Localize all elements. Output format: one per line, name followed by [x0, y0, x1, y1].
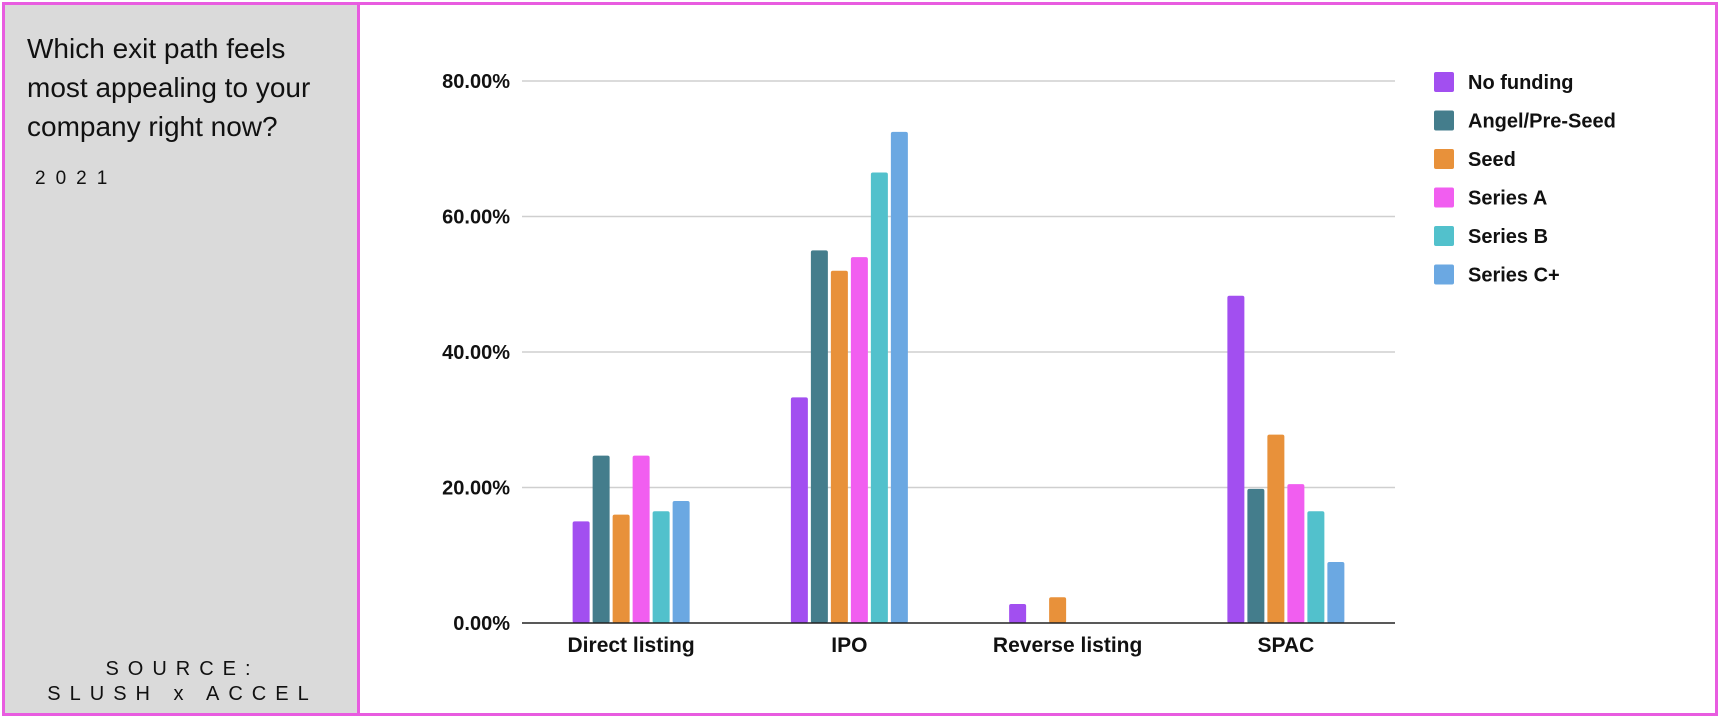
y-tick-label: 60.00%: [442, 207, 510, 229]
bar: [810, 250, 828, 623]
bars: [572, 131, 1345, 623]
bar: [1327, 562, 1345, 623]
legend-label: Series B: [1468, 226, 1548, 248]
x-axis: Direct listing IPO Reverse listing SPAC: [522, 622, 1395, 657]
bar: [1009, 604, 1027, 623]
bar: [612, 514, 630, 623]
y-tick-label: 20.00%: [442, 478, 510, 500]
legend: No funding Angel/Pre-Seed Seed Series A Seri…: [1434, 72, 1616, 287]
bar: [592, 455, 610, 623]
legend-swatch: [1434, 149, 1454, 169]
question-title: Which exit path feels most appealing to …: [27, 33, 311, 142]
bar: [672, 501, 690, 623]
legend-label: Angel/Pre-Seed: [1468, 111, 1616, 133]
left-panel: Which exit path feels most appealing to …: [5, 5, 360, 713]
y-tick-label: 40.00%: [442, 342, 510, 364]
grid-lines: [522, 80, 1395, 489]
legend-swatch: [1434, 187, 1454, 208]
year-label: 2021: [35, 168, 118, 189]
legend-swatch: [1434, 110, 1454, 131]
source-line-1: SOURCE:: [105, 658, 260, 680]
legend-swatch: [1434, 72, 1454, 92]
bar: [870, 172, 888, 623]
bar: [1227, 295, 1245, 623]
y-tick-label: 80.00%: [442, 71, 510, 93]
source-credit: SOURCE: SLUSH x ACCEL: [5, 657, 360, 707]
x-tick-label: Reverse listing: [993, 634, 1142, 657]
source-line-2: SLUSH x ACCEL: [47, 683, 318, 705]
bar: [850, 257, 868, 623]
bar: [1049, 597, 1067, 623]
x-tick-label: SPAC: [1257, 634, 1314, 657]
bar: [1287, 484, 1305, 623]
y-tick-label: 0.00%: [453, 613, 510, 635]
bar: [830, 270, 848, 623]
bar: [890, 131, 908, 623]
bar: [790, 397, 808, 623]
legend-label: No funding: [1468, 72, 1574, 94]
legend-swatch: [1434, 264, 1454, 285]
bar: [632, 455, 650, 623]
x-tick-label: Direct listing: [568, 634, 695, 657]
bar: [1307, 511, 1325, 623]
y-axis-tick-labels: 0.00% 20.00% 40.00% 60.00% 80.00%: [442, 71, 510, 635]
bar: [1247, 488, 1265, 623]
legend-label: Series A: [1468, 188, 1547, 210]
x-tick-label: IPO: [831, 634, 867, 657]
legend-label: Series C+: [1468, 265, 1560, 287]
bar: [572, 521, 590, 623]
legend-swatch: [1434, 226, 1454, 246]
bar: [652, 511, 670, 623]
bar: [1267, 434, 1285, 623]
legend-label: Seed: [1468, 149, 1516, 171]
